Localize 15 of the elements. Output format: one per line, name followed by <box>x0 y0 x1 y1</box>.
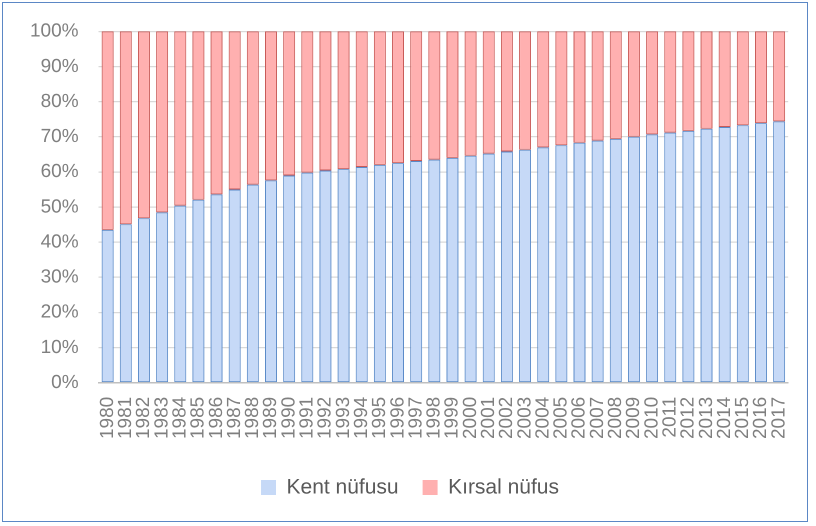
legend-label: Kırsal nüfus <box>448 475 559 498</box>
y-tick-label: 80% <box>40 90 79 112</box>
y-tick-label: 10% <box>40 336 79 358</box>
legend-label: Kent nüfusu <box>286 475 399 498</box>
y-tick-label: 90% <box>40 56 79 77</box>
x-tick-label: 2001 <box>478 396 499 440</box>
y-tick-label: 70% <box>40 126 79 148</box>
y-tick-label: 0% <box>51 372 79 393</box>
y-tick-label: 30% <box>40 266 79 288</box>
y-tick-label: 20% <box>40 302 79 323</box>
y-tick-label: 60% <box>40 161 79 182</box>
y-tick-label: 40% <box>40 231 79 252</box>
y-tick-label: 50% <box>40 196 79 218</box>
x-tick-label: 1980 <box>96 396 118 440</box>
y-tick-label: 100% <box>30 20 79 42</box>
